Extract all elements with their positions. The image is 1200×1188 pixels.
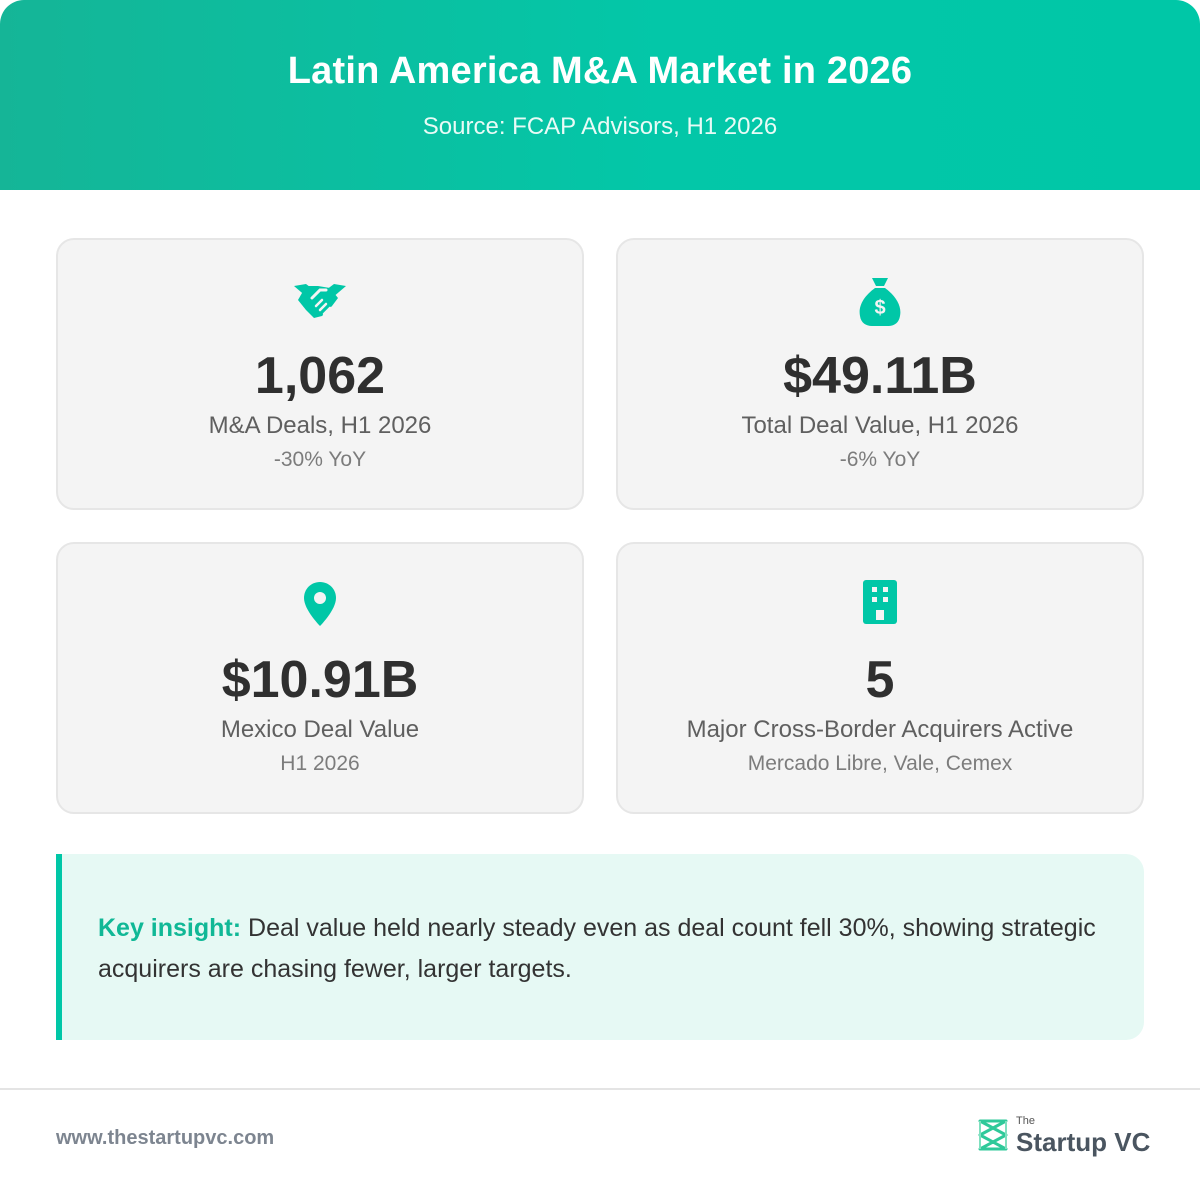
location-pin-icon	[292, 580, 348, 632]
stat-card-mexico: $10.91B Mexico Deal Value H1 2026	[56, 542, 584, 814]
stat-card-deals: 1,062 M&A Deals, H1 2026 -30% YoY	[56, 238, 584, 510]
mexico-period: H1 2026	[280, 752, 360, 775]
mexico-label: Mexico Deal Value	[220, 716, 420, 743]
key-insight-body: Deal value held nearly steady even as de…	[98, 914, 1096, 983]
total-value-change: -6% YoY	[839, 448, 921, 471]
acquirers-names: Mercado Libre, Vale, Cemex	[747, 752, 1013, 775]
stat-card-total-value: $ $49.11B Total Deal Value, H1 2026 -6% …	[616, 238, 1144, 510]
source-subtitle: Source: FCAP Advisors, H1 2026	[422, 113, 778, 140]
mexico-value: $10.91B	[221, 651, 419, 709]
brand-logo: The Startup VC	[976, 1114, 1156, 1158]
footer-divider	[0, 1088, 1200, 1090]
total-value-label: Total Deal Value, H1 2026	[741, 412, 1019, 439]
handshake-icon	[292, 276, 348, 328]
brand-small-text: The	[1016, 1115, 1035, 1127]
svg-text:$: $	[874, 297, 885, 319]
stat-card-acquirers: 5 Major Cross-Border Acquirers Active Me…	[616, 542, 1144, 814]
building-icon	[852, 580, 908, 632]
deal-count-change: -30% YoY	[273, 448, 367, 471]
header-banner: Latin America M&A Market in 2026 Source:…	[0, 0, 1200, 190]
acquirers-label: Major Cross-Border Acquirers Active	[686, 716, 1074, 743]
key-insight-lead: Key insight:	[98, 914, 242, 942]
website-link[interactable]: www.thestartupvc.com	[56, 1127, 275, 1149]
brand-name: Startup VC	[1016, 1127, 1151, 1157]
deal-count-value: 1,062	[254, 347, 386, 405]
key-insight-box: Key insight: Deal value held nearly stea…	[56, 854, 1144, 1040]
page-title: Latin America M&A Market in 2026	[287, 50, 913, 92]
total-value-value: $49.11B	[783, 347, 977, 405]
acquirers-count: 5	[865, 651, 895, 709]
deal-count-label: M&A Deals, H1 2026	[208, 412, 432, 439]
startup-vc-logo-icon	[976, 1117, 1010, 1153]
money-bag-icon: $	[852, 276, 908, 328]
key-insight-text: Key insight: Deal value held nearly stea…	[98, 908, 1098, 990]
